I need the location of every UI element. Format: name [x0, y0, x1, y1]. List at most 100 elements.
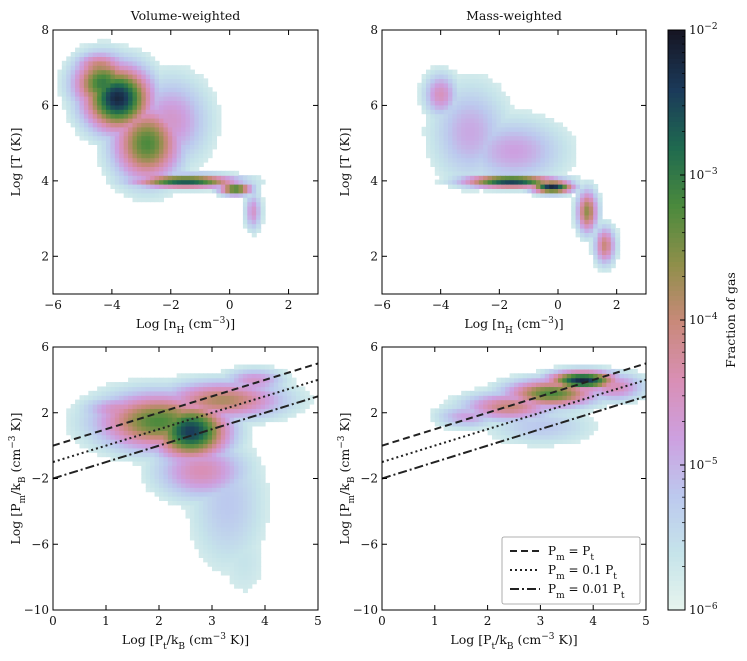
- heatmap-cell: [514, 157, 519, 163]
- heatmap-cell: [167, 500, 173, 506]
- heatmap-cell: [203, 87, 209, 93]
- heatmap-cell: [492, 87, 497, 93]
- heatmap-cell: [207, 500, 213, 506]
- heatmap-cell: [470, 166, 475, 172]
- heatmap-cell: [426, 148, 431, 154]
- heatmap-cell: [194, 544, 200, 550]
- heatmap-cell: [220, 192, 226, 198]
- heatmap-cell: [181, 188, 187, 194]
- heatmap-cell: [92, 65, 98, 71]
- heatmap-cell: [483, 100, 489, 106]
- heatmap-cell: [194, 417, 200, 423]
- heatmap-cell: [518, 148, 524, 154]
- heatmap-cell: [110, 91, 116, 97]
- heatmap-cell: [421, 131, 427, 137]
- heatmap-cell: [518, 175, 524, 181]
- heatmap-cell: [185, 109, 191, 115]
- heatmap-cell: [553, 390, 559, 396]
- heatmap-cell: [119, 109, 125, 115]
- heatmap-cell: [265, 408, 271, 414]
- heatmap-cell: [132, 188, 138, 194]
- heatmap-cell: [145, 56, 151, 62]
- heatmap-cell: [628, 373, 634, 379]
- colorbar-cell: [668, 266, 685, 273]
- heatmap-cell: [119, 425, 125, 431]
- heatmap-cell: [150, 78, 156, 84]
- heatmap-cell: [478, 157, 484, 163]
- heatmap-cell: [247, 496, 253, 502]
- heatmap-cell: [198, 135, 204, 141]
- heatmap-cell: [637, 395, 643, 401]
- heatmap-cell: [212, 140, 218, 145]
- heatmap-cell: [544, 382, 550, 388]
- heatmap-cell: [461, 131, 467, 137]
- heatmap-cell: [426, 122, 431, 128]
- heatmap-cell: [602, 228, 607, 233]
- heatmap-cell: [198, 91, 204, 97]
- heatmap-cell: [75, 408, 81, 414]
- heatmap-cell: [562, 403, 568, 409]
- heatmap-cell: [119, 96, 125, 101]
- heatmap-cell: [132, 113, 138, 119]
- heatmap-cell: [483, 425, 489, 431]
- heatmap-cell: [123, 126, 129, 132]
- heatmap-cell: [478, 100, 484, 106]
- heatmap-cell: [163, 78, 169, 84]
- heatmap-cell: [242, 223, 248, 229]
- heatmap-cell: [238, 500, 244, 506]
- heatmap-cell: [189, 522, 195, 528]
- heatmap-cell: [79, 65, 85, 71]
- heatmap-cell: [141, 395, 147, 401]
- heatmap-cell: [478, 399, 484, 405]
- heatmap-cell: [544, 131, 550, 137]
- heatmap-cell: [531, 170, 537, 176]
- heatmap-cell: [229, 504, 235, 510]
- heatmap-cell: [154, 140, 160, 145]
- heatmap-cell: [452, 170, 458, 176]
- heatmap-cell: [509, 408, 515, 414]
- heatmap-cell: [220, 465, 226, 471]
- heatmap-cell: [242, 482, 248, 488]
- heatmap-cell: [505, 126, 511, 132]
- heatmap-cell: [417, 96, 423, 101]
- heatmap-cell: [225, 456, 231, 462]
- heatmap-cell: [141, 403, 147, 409]
- heatmap-cell: [119, 91, 125, 97]
- heatmap-cell: [474, 179, 480, 185]
- heatmap-cell: [216, 126, 222, 132]
- heatmap-cell: [203, 509, 209, 515]
- heatmap-cell: [610, 390, 616, 396]
- heatmap-cell: [212, 434, 218, 440]
- heatmap-cell: [234, 566, 240, 572]
- heatmap-cell: [119, 403, 125, 409]
- heatmap-cell: [584, 179, 590, 185]
- heatmap-cell: [234, 469, 240, 475]
- colorbar-cell: [668, 247, 685, 253]
- heatmap-cell: [141, 421, 147, 427]
- heatmap-cell: [260, 478, 266, 484]
- colorbar-cell: [668, 112, 685, 118]
- heatmap-cell: [61, 65, 67, 71]
- heatmap-cell: [500, 104, 506, 110]
- heatmap-cell: [176, 496, 182, 502]
- heatmap-cell: [154, 390, 160, 396]
- heatmap-cell: [461, 425, 467, 431]
- heatmap-cell: [496, 425, 502, 431]
- heatmap-cell: [443, 179, 449, 185]
- heatmap-cell: [154, 188, 160, 194]
- heatmap-cell: [234, 408, 240, 414]
- heatmap-cell: [238, 460, 244, 466]
- heatmap-cell: [194, 122, 200, 128]
- heatmap-cell: [150, 447, 156, 453]
- heatmap-cell: [527, 175, 533, 181]
- heatmap-cell: [88, 122, 94, 128]
- heatmap-cell: [229, 184, 235, 189]
- heatmap-cell: [198, 504, 204, 510]
- heatmap-cell: [207, 100, 213, 106]
- heatmap-cell: [203, 526, 209, 532]
- heatmap-cell: [483, 408, 489, 414]
- heatmap-cell: [229, 509, 235, 515]
- heatmap-cell: [536, 192, 541, 198]
- heatmap-cell: [83, 425, 89, 431]
- heatmap-cell: [154, 74, 160, 79]
